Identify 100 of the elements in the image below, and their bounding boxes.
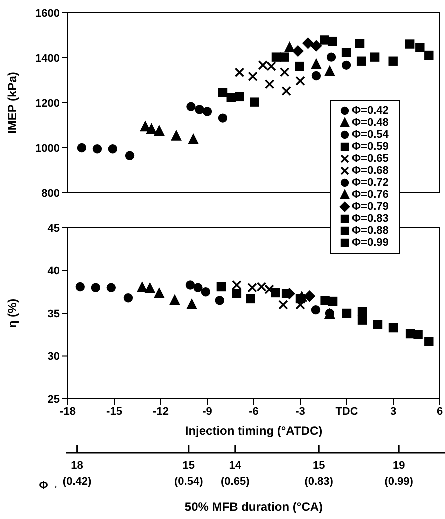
point [310,40,322,52]
point [328,36,338,46]
point [302,38,314,49]
point [170,295,180,306]
text: Φ→ [39,480,60,492]
point [232,289,242,298]
point [326,52,336,62]
point [154,126,165,136]
point [145,283,156,294]
legend-label: Φ=0.88 [352,225,389,237]
point [278,300,288,310]
legend-label: Φ=0.72 [352,177,389,189]
point [248,72,258,82]
point [186,280,196,290]
point [146,124,157,134]
point [388,323,398,333]
point [226,93,236,102]
y-tick-label: 25 [48,394,60,406]
point [295,62,304,72]
point [186,102,196,112]
point [195,105,204,114]
y-tick-label: 1200 [36,98,60,110]
point [342,308,352,318]
point [188,134,199,144]
point [370,52,380,62]
point [292,46,304,57]
point [264,79,275,90]
point [358,307,368,316]
point [355,39,365,48]
point [284,42,295,52]
point [246,294,256,304]
legend-label: Φ=0.59 [352,141,389,153]
point [215,296,224,306]
point [304,290,316,302]
point [140,121,151,132]
point [92,144,102,154]
point [388,56,398,66]
point [77,143,87,153]
legend-label: Φ=0.99 [352,237,389,249]
y-tick-label: 30 [48,351,60,364]
point [108,144,118,154]
legend-label: Φ=0.68 [352,165,389,177]
point [424,337,434,346]
point [311,59,322,70]
point [218,88,228,98]
point [271,288,280,298]
point [202,107,212,116]
point [235,92,244,102]
point [296,76,306,86]
point [356,56,366,66]
point [296,294,306,304]
point [312,71,322,81]
text: 19 (0.99) [384,460,414,488]
y-tick-label: 1400 [36,52,60,65]
point [405,40,415,49]
point [328,296,338,306]
point [320,296,330,306]
legend-label: Φ=0.54 [352,129,389,141]
legend-label: Φ=0.79 [352,201,389,213]
y-tick-label: 35 [48,308,60,320]
y-tick-label: 45 [48,222,60,235]
text: 15 (0.83) [304,460,334,488]
point [311,305,321,315]
point [201,288,211,297]
y-tick-label: 40 [48,266,60,278]
point [124,294,134,303]
point [342,60,352,70]
point [282,289,292,298]
x-tick-label: -15 [106,406,122,418]
point [218,114,228,123]
point [320,36,330,45]
point [232,280,242,290]
legend-label: Φ=0.83 [352,213,389,225]
point [280,68,290,78]
y-axis-title: IMEP (kPa) [5,72,20,134]
legend-label: Φ=0.48 [352,117,389,129]
point [194,283,203,292]
x-tick-label: TDC [336,406,358,418]
text: 15 (0.54) [174,460,204,488]
point [154,288,165,298]
point [186,299,198,310]
point [424,50,434,60]
text: 50% MFB duration (°CA) [184,500,324,514]
text: 18 (0.42) [62,460,92,488]
point [414,330,423,340]
x-tick-label: -3 [296,406,306,418]
x-axis-title: Injection timing (°ATDC) [185,424,323,438]
x-tick-label: -6 [249,406,259,418]
point [342,48,352,58]
point [416,43,425,52]
point [91,283,100,292]
point [234,68,245,78]
point [106,283,116,292]
point [250,98,260,107]
y-tick-label: 1600 [36,8,60,20]
x-tick-label: 6 [436,406,444,418]
point [125,151,135,160]
point [216,282,226,292]
point [280,52,290,62]
legend-label: Φ=0.76 [352,189,389,201]
